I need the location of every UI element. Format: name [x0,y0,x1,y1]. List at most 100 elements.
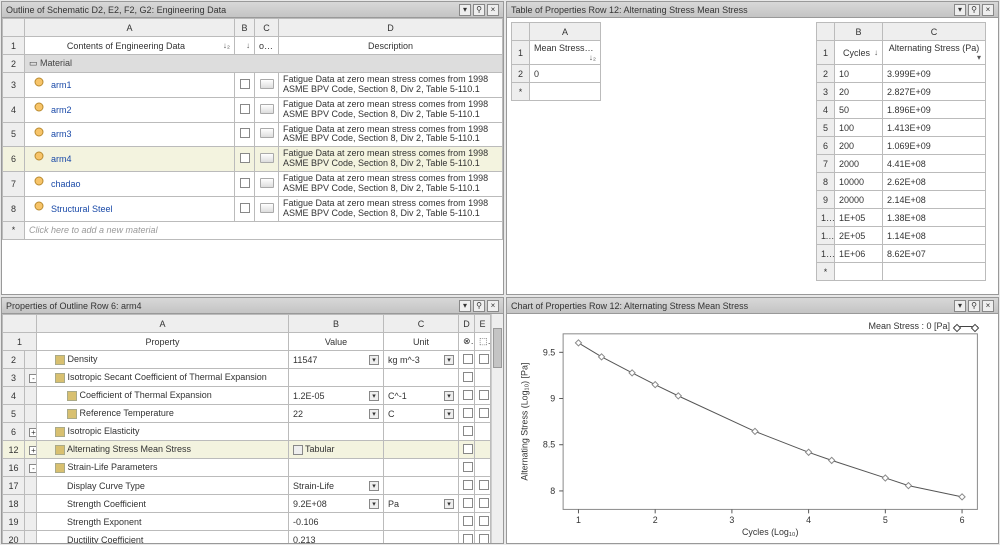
dropdown-icon[interactable]: ▾ [459,4,471,16]
unit-cell[interactable] [384,513,459,531]
source-icon[interactable] [255,196,279,221]
suppress-checkbox[interactable] [459,369,475,387]
dropdown-icon[interactable]: ▾ [444,391,454,401]
suppress-checkbox[interactable] [459,351,475,369]
value-cell[interactable]: 0.213 [289,531,384,544]
dropdown-icon[interactable]: ▾ [459,300,471,312]
cycles-cell[interactable]: 2000 [835,155,883,173]
param-checkbox[interactable] [475,495,491,513]
param-checkbox[interactable] [475,477,491,495]
close-icon[interactable]: × [487,4,499,16]
param-checkbox[interactable] [475,441,491,459]
material-name[interactable]: arm3 [25,122,235,147]
value-cell[interactable]: 22▾ [289,405,384,423]
sn-row[interactable]: 62001.069E+09 [817,137,986,155]
param-checkbox[interactable] [475,351,491,369]
pin-icon[interactable]: ⚲ [968,300,980,312]
suppress-checkbox[interactable] [459,495,475,513]
material-name[interactable]: arm2 [25,97,235,122]
suppress-checkbox[interactable] [459,513,475,531]
cycles-cell[interactable]: 10 [835,65,883,83]
sn-row[interactable]: 3202.827E+09 [817,83,986,101]
unit-cell[interactable] [384,477,459,495]
dropdown-icon[interactable]: ▾ [444,409,454,419]
value-cell[interactable]: Strain-Life▾ [289,477,384,495]
property-row[interactable]: 6+ Isotropic Elasticity [3,423,491,441]
dropdown-icon[interactable]: ▾ [369,391,379,401]
unit-cell[interactable]: C▾ [384,405,459,423]
suppress-checkbox[interactable] [459,477,475,495]
pin-icon[interactable]: ⚲ [473,4,485,16]
altstress-cell[interactable]: 1.896E+09 [883,101,986,119]
altstress-cell[interactable]: 1.38E+08 [883,209,986,227]
unit-cell[interactable] [384,531,459,544]
pin-icon[interactable]: ⚲ [968,4,980,16]
sn-row[interactable]: 121E+068.62E+07 [817,245,986,263]
dropdown-icon[interactable]: ▾ [444,355,454,365]
value-cell[interactable]: 9.2E+08▾ [289,495,384,513]
include-checkbox[interactable] [235,172,255,197]
unit-cell[interactable]: kg m^-3▾ [384,351,459,369]
dropdown-icon[interactable]: ▾ [369,409,379,419]
source-icon[interactable] [255,122,279,147]
cycles-cell[interactable]: 200 [835,137,883,155]
altstress-cell[interactable]: 1.069E+09 [883,137,986,155]
material-name[interactable]: chadao [25,172,235,197]
close-icon[interactable]: × [982,300,994,312]
param-checkbox[interactable] [475,387,491,405]
material-row[interactable]: 8Structural SteelFatigue Data at zero me… [3,196,503,221]
sn-row[interactable]: 112E+051.14E+08 [817,227,986,245]
expand-icon[interactable]: + [29,446,37,455]
pin-icon[interactable]: ⚲ [473,300,485,312]
dropdown-icon[interactable]: ▾ [954,300,966,312]
meanstress-value[interactable]: 0 [530,65,601,83]
value-cell[interactable]: 1.2E-05▾ [289,387,384,405]
altstress-cell[interactable]: 2.827E+09 [883,83,986,101]
unit-cell[interactable] [384,459,459,477]
param-checkbox[interactable] [475,423,491,441]
material-name[interactable]: arm4 [25,147,235,172]
cycles-cell[interactable]: 1E+05 [835,209,883,227]
dropdown-icon[interactable]: ▾ [954,4,966,16]
include-checkbox[interactable] [235,97,255,122]
material-name[interactable]: arm1 [25,73,235,98]
property-row[interactable]: 16- Strain-Life Parameters [3,459,491,477]
altstress-cell[interactable]: 1.413E+09 [883,119,986,137]
property-row[interactable]: 5 Reference Temperature22▾C▾ [3,405,491,423]
unit-cell[interactable] [384,369,459,387]
property-row[interactable]: 19Strength Exponent-0.106 [3,513,491,531]
param-checkbox[interactable] [475,459,491,477]
property-row[interactable]: 2 Density11547▾kg m^-3▾ [3,351,491,369]
cycles-cell[interactable]: 10000 [835,173,883,191]
value-cell[interactable]: 11547▾ [289,351,384,369]
property-row[interactable]: 17Display Curve TypeStrain-Life▾ [3,477,491,495]
cycles-cell[interactable]: 1E+06 [835,245,883,263]
param-checkbox[interactable] [475,531,491,544]
sn-row[interactable]: 9200002.14E+08 [817,191,986,209]
property-row[interactable]: 20Ductility Coefficient0.213 [3,531,491,544]
altstress-cell[interactable]: 8.62E+07 [883,245,986,263]
altstress-cell[interactable]: 2.62E+08 [883,173,986,191]
cycles-cell[interactable]: 20000 [835,191,883,209]
altstress-cell[interactable]: 2.14E+08 [883,191,986,209]
close-icon[interactable]: × [487,300,499,312]
col-d[interactable]: D [279,19,503,37]
suppress-checkbox[interactable] [459,405,475,423]
sn-row[interactable]: 101E+051.38E+08 [817,209,986,227]
expand-icon[interactable]: - [29,464,37,473]
expand-icon[interactable]: + [29,428,37,437]
property-row[interactable]: 18Strength Coefficient9.2E+08▾Pa▾ [3,495,491,513]
source-icon[interactable] [255,73,279,98]
include-checkbox[interactable] [235,147,255,172]
sn-row[interactable]: 51001.413E+09 [817,119,986,137]
close-icon[interactable]: × [982,4,994,16]
dropdown-icon[interactable]: ▾ [444,499,454,509]
material-row[interactable]: 4arm2Fatigue Data at zero mean stress co… [3,97,503,122]
value-cell[interactable]: -0.106 [289,513,384,531]
unit-cell[interactable] [384,423,459,441]
material-row[interactable]: 6arm4Fatigue Data at zero mean stress co… [3,147,503,172]
param-checkbox[interactable] [475,405,491,423]
value-cell[interactable]: Tabular [289,441,384,459]
suppress-checkbox[interactable] [459,531,475,544]
dropdown-icon[interactable]: ▾ [369,481,379,491]
